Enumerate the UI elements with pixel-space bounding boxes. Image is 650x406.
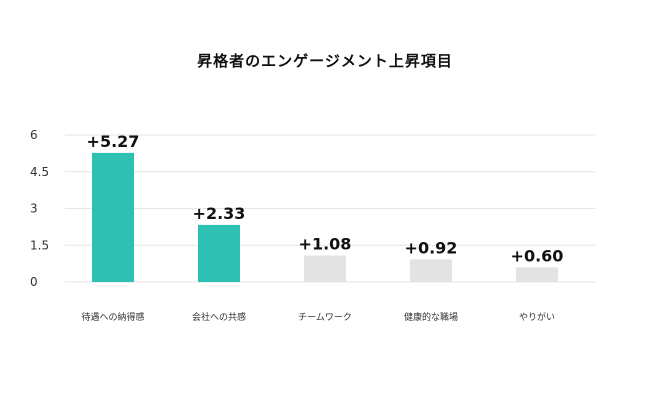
data-label-1: +2.33 [193,204,246,223]
bar-4 [516,267,558,282]
category-labels: 待遇への納得感 会社への共感 チームワーク 健康的な職場 やりがい [81,311,555,323]
bar-1 [198,224,240,282]
data-label-3: +0.92 [405,238,458,257]
category-label-1: 会社への共感 [192,311,246,323]
bars [92,152,558,282]
y-tick-label: 6 [30,128,38,142]
y-axis-ticks: 0 1.5 3 4.5 6 [30,128,49,289]
data-labels: +5.27 +2.33 +1.08 +0.92 +0.60 [87,132,564,265]
chart-title: 昇格者のエンゲージメント上昇項目 [197,52,453,70]
bar-3 [410,259,452,282]
data-label-2: +1.08 [299,235,352,254]
category-label-3: 健康的な職場 [404,311,458,323]
data-label-4: +0.60 [511,246,564,265]
bar-0 [92,152,134,282]
category-label-0: 待遇への納得感 [81,311,144,323]
category-label-4: やりがい [519,311,555,323]
y-tick-label: 3 [30,202,38,216]
category-label-2: チームワーク [298,312,352,323]
data-label-0: +5.27 [87,132,140,151]
bar-2 [304,255,346,282]
y-tick-label: 0 [30,275,38,289]
y-tick-label: 4.5 [30,165,49,179]
y-tick-label: 1.5 [30,238,49,252]
